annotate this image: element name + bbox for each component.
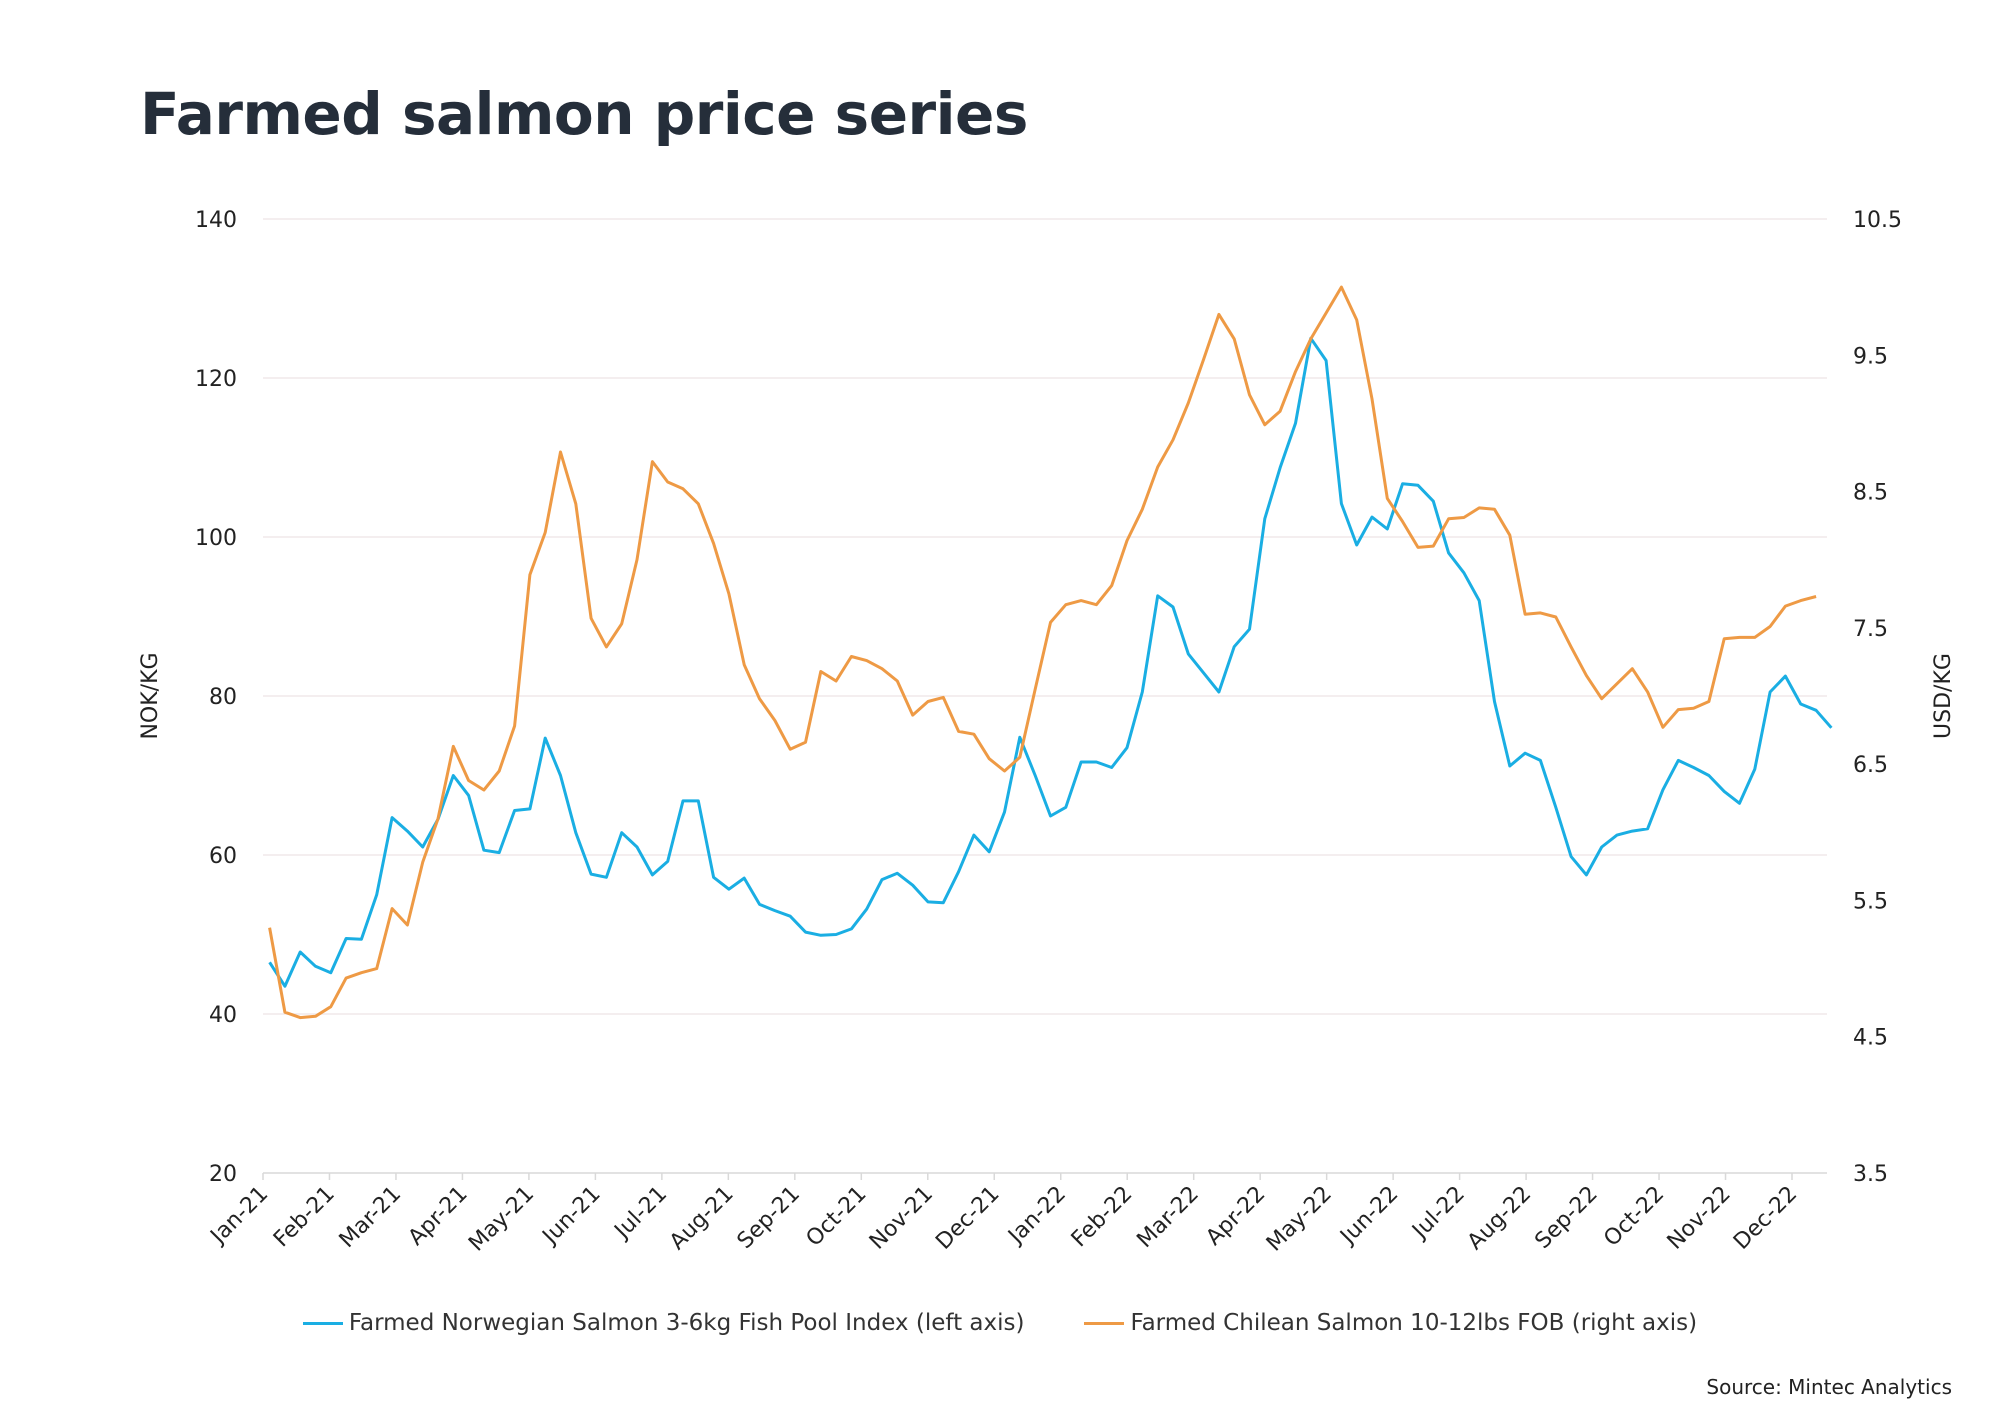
axes: 20 40 60 80 100 120 140 3.5 4.5 5.5 6.5 7.5 8.5 9.5 10… [195, 208, 1902, 1257]
x-tick-label: Jan-21 [205, 1182, 273, 1250]
y-tick-label-right: 8.5 [1853, 481, 1888, 506]
y-tick-label-left: 100 [195, 526, 237, 551]
legend-swatch [1084, 1321, 1125, 1325]
y-tick-label-left: 140 [195, 208, 237, 233]
y-tick-label-right: 4.5 [1853, 1026, 1888, 1051]
line-chart: 20 40 60 80 100 120 140 3.5 4.5 5.5 6.5 7.5 8.5 9.5 10… [138, 208, 1956, 1257]
x-tick-label: Feb-21 [269, 1182, 340, 1253]
x-tick-label: May-22 [1262, 1182, 1337, 1257]
x-tick-label: Jun-22 [1335, 1182, 1404, 1251]
x-tick-label: Sep-22 [1530, 1182, 1602, 1254]
y-tick-label-right: 3.5 [1853, 1162, 1888, 1187]
x-tick-label: Mar-21 [335, 1182, 406, 1253]
legend-swatch [302, 1321, 343, 1325]
y-tick-label-right: 5.5 [1853, 889, 1888, 914]
legend-item-chilean: Farmed Chilean Salmon 10-12lbs FOB (righ… [1084, 1310, 1697, 1336]
x-tick-label: Mar-22 [1132, 1182, 1203, 1253]
x-tick-label: Nov-22 [1663, 1182, 1736, 1255]
x-tick-label: Jul-22 [1407, 1182, 1470, 1245]
x-tick-label: May-21 [464, 1182, 539, 1257]
source-note: Source: Mintec Analytics [1706, 1375, 1952, 1399]
x-tick-label: Apr-21 [404, 1182, 473, 1251]
x-tick-label: Aug-21 [665, 1182, 738, 1255]
y-tick-label-left: 60 [209, 844, 237, 869]
x-tick-label: Oct-22 [1599, 1182, 1669, 1252]
y-axis-label-left: NOK/KG [138, 652, 163, 739]
gridlines [263, 218, 1827, 1015]
x-tick-label: Jan-22 [1002, 1182, 1070, 1250]
y-tick-label-right: 6.5 [1853, 753, 1888, 778]
chart-title: Farmed salmon price series [140, 80, 1028, 148]
x-tick-label: Oct-21 [802, 1182, 872, 1252]
legend-label: Farmed Norwegian Salmon 3-6kg Fish Pool … [348, 1310, 1025, 1336]
series-lines [268, 285, 1833, 1020]
y-tick-label-right: 10.5 [1853, 208, 1902, 233]
legend-item-norwegian: Farmed Norwegian Salmon 3-6kg Fish Pool … [302, 1310, 1025, 1336]
x-tick-label: Apr-22 [1201, 1182, 1270, 1251]
y-tick-label-right: 9.5 [1853, 344, 1888, 369]
y-axis-label-right: USD/KG [1931, 653, 1956, 739]
legend-label: Farmed Chilean Salmon 10-12lbs FOB (righ… [1130, 1310, 1698, 1336]
x-tick-label: Feb-22 [1067, 1182, 1138, 1253]
y-tick-label-left: 20 [209, 1162, 237, 1187]
x-tick-label: Nov-21 [865, 1182, 938, 1255]
series-line-chilean [268, 285, 1817, 1020]
x-tick-label: Dec-21 [931, 1182, 1004, 1255]
x-tick-label: Sep-21 [733, 1182, 805, 1254]
y-tick-label-right: 7.5 [1853, 617, 1888, 642]
x-tick-label: Aug-22 [1463, 1182, 1536, 1255]
x-tick-label: Jun-21 [537, 1182, 606, 1251]
y-tick-label-left: 120 [195, 367, 237, 392]
x-tick-label: Jul-21 [609, 1182, 672, 1245]
y-tick-label-left: 80 [209, 685, 237, 710]
x-tick-label: Dec-22 [1729, 1182, 1802, 1255]
legend: Farmed Norwegian Salmon 3-6kg Fish Pool … [0, 1310, 2000, 1336]
y-tick-label-left: 40 [209, 1003, 237, 1028]
series-line-norwegian [268, 336, 1833, 988]
